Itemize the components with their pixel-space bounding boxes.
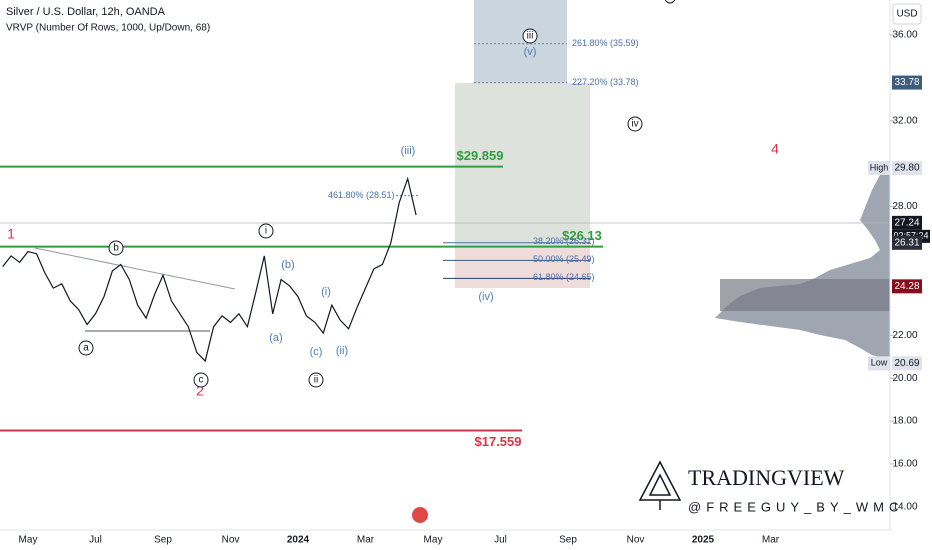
fib-label: 50.00% (25.49) <box>533 254 595 264</box>
value-area <box>720 279 890 311</box>
fib-label: 38.20% (26.31) <box>533 236 595 246</box>
y-tick-label: 22.00 <box>892 330 917 341</box>
wave-label: c <box>199 375 204 386</box>
x-tick-label: Mar <box>762 535 780 546</box>
level-label: $17.559 <box>475 434 522 449</box>
level-label: $26.13 <box>562 228 602 243</box>
wave-label: 1 <box>7 226 15 242</box>
x-tick-label: Sep <box>559 535 577 546</box>
wave-label: (b) <box>281 259 294 271</box>
wave-circle <box>308 372 324 388</box>
x-tick-label: May <box>424 535 443 546</box>
x-tick-label: Sep <box>154 535 172 546</box>
currency-button[interactable] <box>892 3 922 25</box>
target-box <box>474 0 567 83</box>
fib-label: 61.80% (24.65) <box>533 272 595 282</box>
wave-label: (c) <box>310 346 323 358</box>
price-label: 29.80 <box>894 163 919 174</box>
event-flag[interactable] <box>412 507 428 523</box>
x-tick-label: Mar <box>357 535 375 546</box>
wave-circle <box>522 28 538 44</box>
author: @FREEGUY_BY_WMC <box>688 499 903 514</box>
wave-label: b <box>113 243 119 254</box>
x-tick-label: 2024 <box>287 535 310 546</box>
trendline <box>34 247 236 290</box>
wave-label: iii <box>527 31 534 42</box>
wave-circle <box>78 340 94 356</box>
tag: High <box>870 162 889 172</box>
x-tick-label: Nov <box>222 535 240 546</box>
x-tick-label: Jul <box>494 535 507 546</box>
y-tick-label: 32.00 <box>892 115 917 126</box>
price-label: 33.78 <box>894 77 919 88</box>
wave-marker <box>664 0 676 4</box>
extension-label: 461.80% (28.51) <box>328 190 395 200</box>
price-label: 26.31 <box>894 237 919 248</box>
wave-label: iv <box>631 119 638 130</box>
price-label: 24.28 <box>894 281 919 292</box>
y-tick-label: 16.00 <box>892 459 917 470</box>
price-label-box <box>892 356 922 371</box>
y-tick-label: 28.00 <box>892 201 917 212</box>
wave-label: ii <box>314 375 318 386</box>
y-tick-label: 18.00 <box>892 416 917 427</box>
wave-label: (iv) <box>478 291 493 303</box>
tag-box <box>868 160 890 175</box>
price-label-box <box>892 279 922 294</box>
wave-label: a <box>83 343 89 354</box>
extension-label: 227.20% (33.78) <box>572 77 639 87</box>
chart-title: Silver / U.S. Dollar, 12h, OANDA <box>6 6 166 18</box>
y-tick-label: 20.00 <box>892 373 917 384</box>
currency: USD <box>896 9 917 20</box>
tag: Low <box>871 358 888 368</box>
tag-box <box>868 356 890 371</box>
wave-label: (v) <box>524 46 537 58</box>
price-label-box <box>892 75 922 90</box>
wave-label: 2 <box>196 383 204 399</box>
x-tick-label: 2025 <box>692 535 715 546</box>
price-label-box <box>892 215 922 230</box>
price-line <box>2 176 417 363</box>
price-label: 20.69 <box>894 358 919 369</box>
price-label-box <box>892 160 922 175</box>
logo <box>638 460 682 510</box>
wave-circle <box>627 116 643 132</box>
wave-circle <box>108 240 124 256</box>
watermark: TRADINGVIEW <box>688 465 845 490</box>
wave-circle <box>193 372 209 388</box>
level-label: $29.859 <box>457 148 504 163</box>
wave-label: (i) <box>321 286 331 298</box>
loss-box <box>455 245 590 288</box>
extension-label: 261.80% (35.59) <box>572 38 639 48</box>
countdown: 02:57:24 <box>893 231 928 241</box>
x-tick-label: May <box>19 535 38 546</box>
y-tick-label: 14.00 <box>892 501 917 512</box>
y-tick-label: 36.00 <box>892 30 917 41</box>
x-tick-label: Jul <box>89 535 102 546</box>
wave-label: (a) <box>269 332 282 344</box>
profit-box <box>455 83 590 245</box>
price-label-box <box>892 235 922 250</box>
wave-label: 4 <box>771 141 779 157</box>
wave-label: i <box>265 226 267 237</box>
wave-label: (iii) <box>401 145 416 157</box>
indicator-label: VRVP (Number Of Rows, 1000, Up/Down, 68) <box>6 23 210 34</box>
x-tick-label: Nov <box>627 535 645 546</box>
wave-circle <box>258 223 274 239</box>
price-label: 27.24 <box>894 217 919 228</box>
wave-label: (ii) <box>336 345 348 357</box>
